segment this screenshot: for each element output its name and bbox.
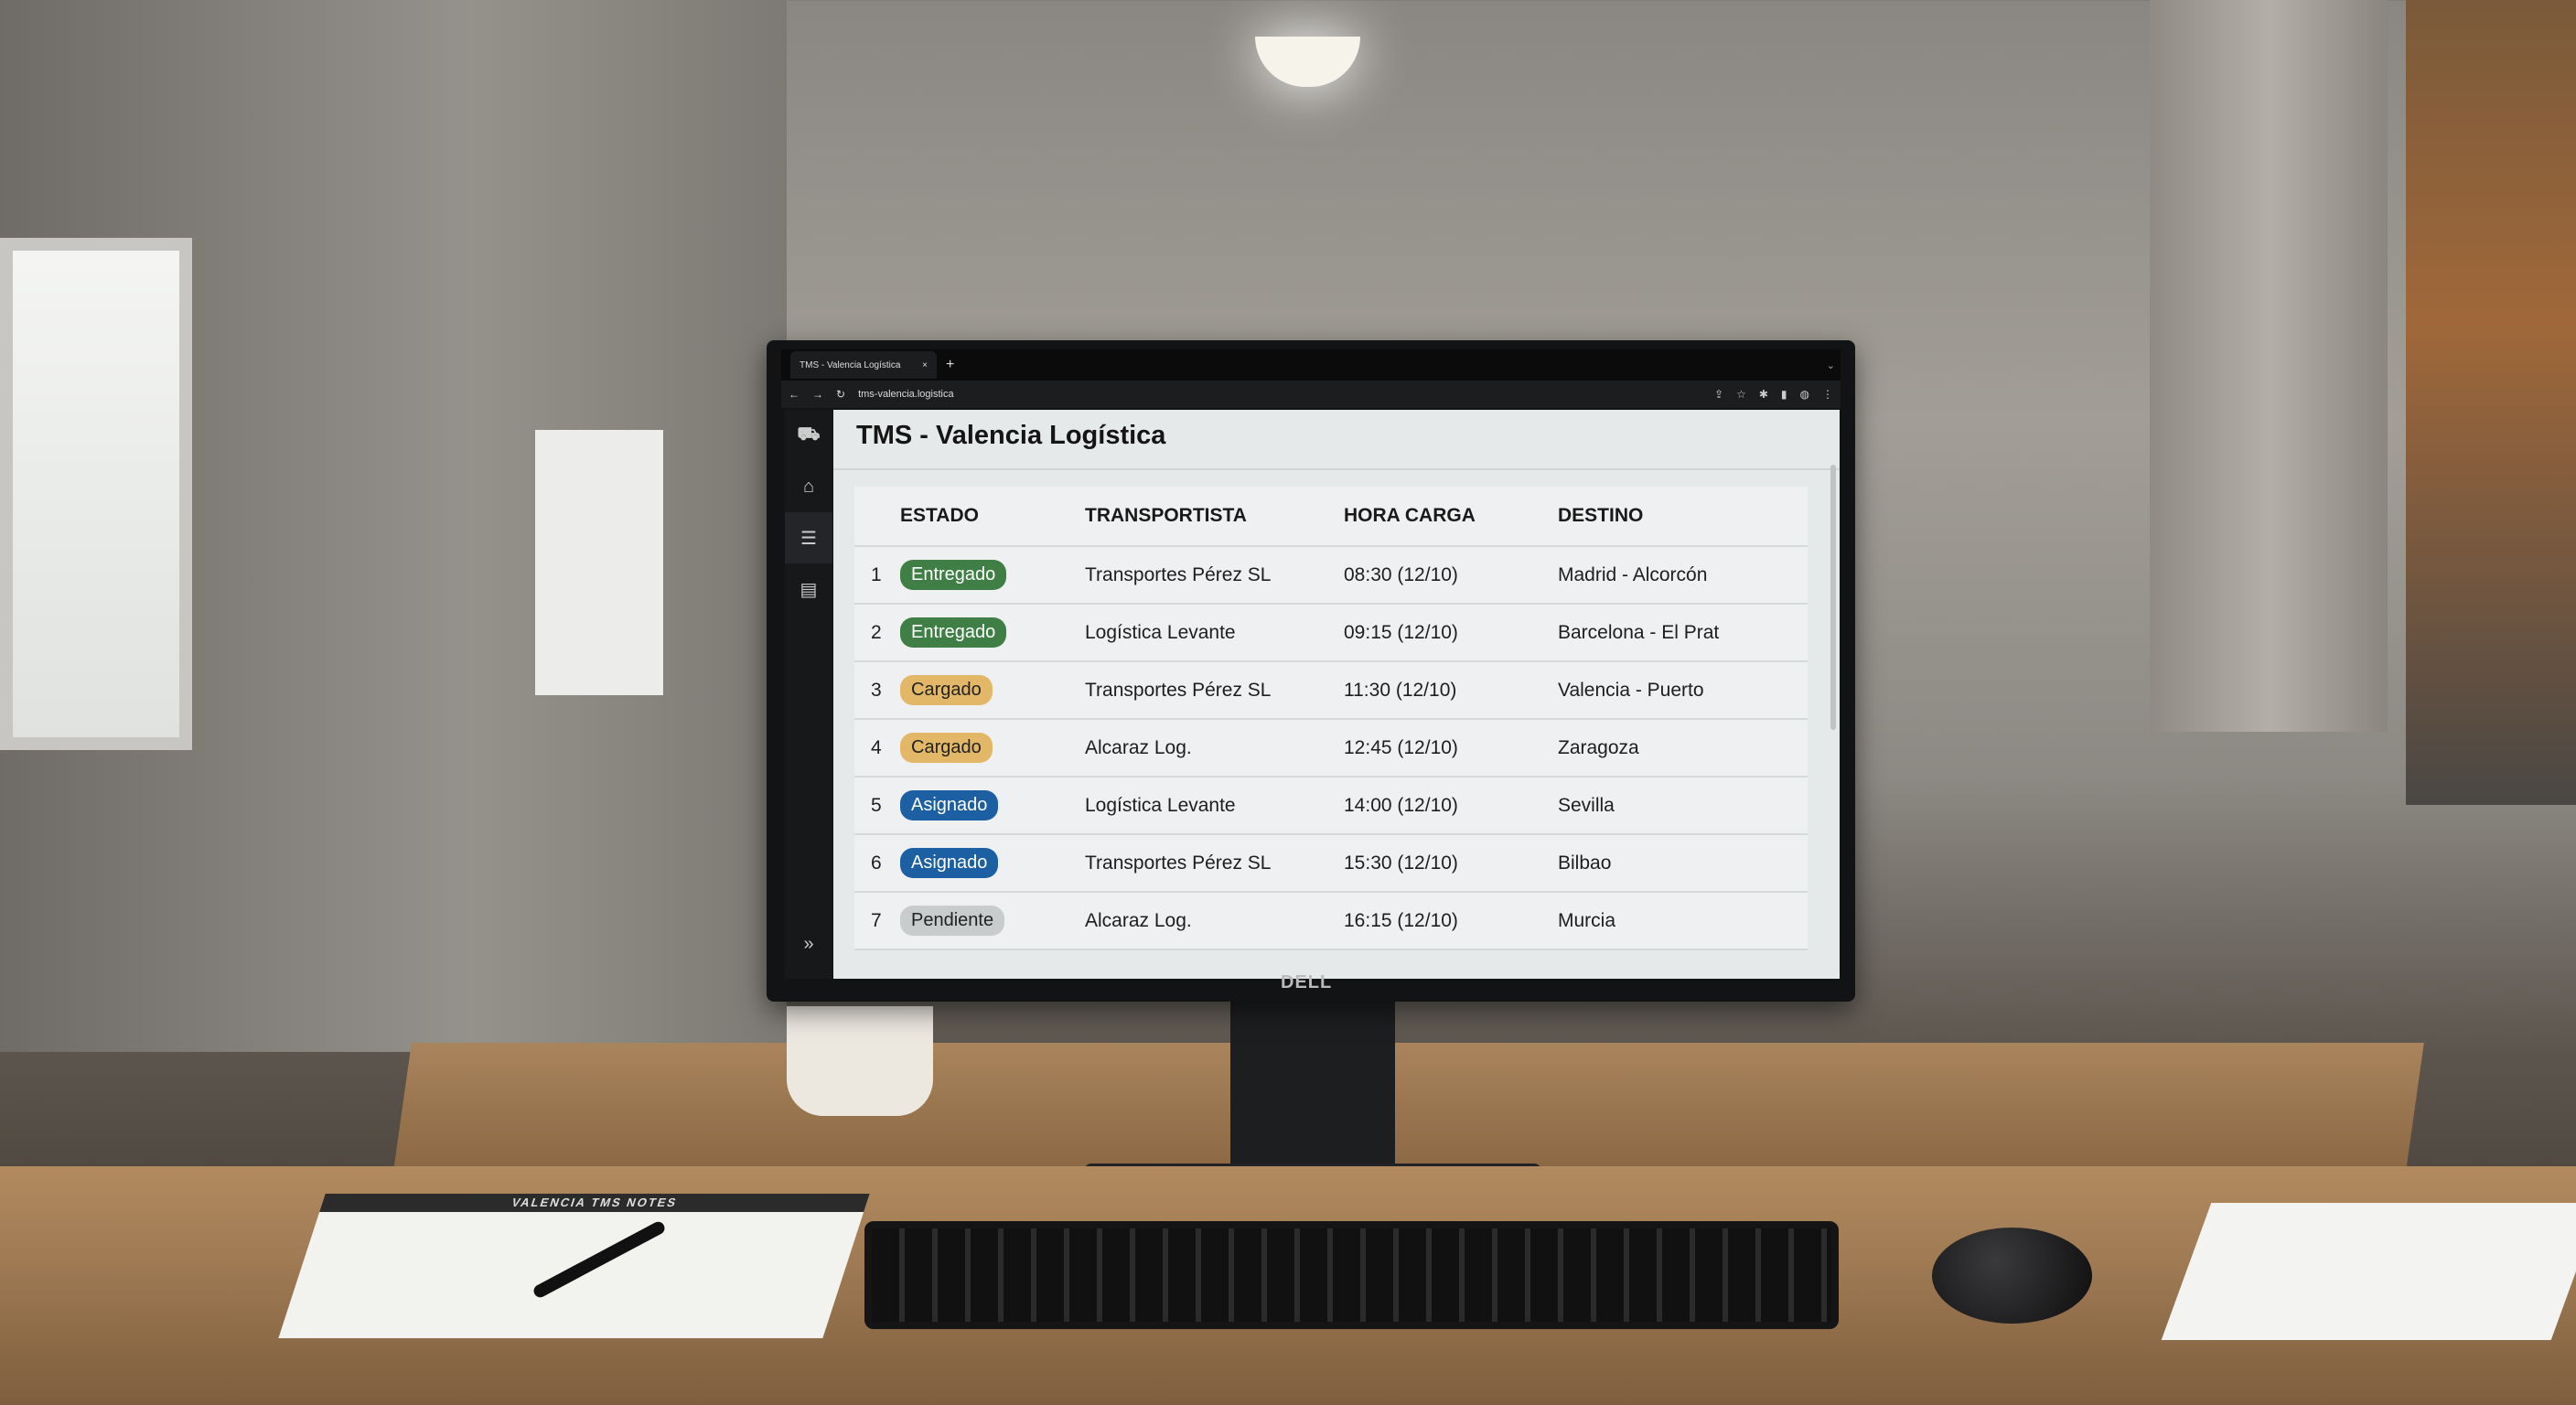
table-row[interactable]: 3 Cargado Transportes Pérez SL 11:30 (12… — [854, 662, 1808, 720]
coffee-mug — [787, 1006, 933, 1116]
warehouse-shelf — [2406, 0, 2576, 805]
table-row[interactable]: 2 Entregado Logística Levante 09:15 (12/… — [854, 605, 1808, 662]
app-sidebar: ⛟ ⌂ ☰ ▤ » — [785, 410, 832, 979]
warehouse-window — [0, 238, 192, 750]
url-field[interactable]: tms-valencia.logistica — [858, 389, 954, 400]
status-badge: Asignado — [900, 790, 999, 820]
column-header[interactable]: HORA CARGA — [1344, 505, 1476, 526]
status-badge: Entregado — [900, 560, 1007, 590]
destination-cell: Zaragoza — [1558, 736, 1639, 758]
browser-tab-bar: TMS - Valencia Logística × + ⌄ — [781, 349, 1841, 381]
table-row[interactable]: 5 Asignado Logística Levante 14:00 (12/1… — [854, 778, 1808, 835]
load-time-cell: 08:30 (12/10) — [1344, 563, 1458, 585]
column-header[interactable]: TRANSPORTISTA — [1085, 505, 1247, 526]
table-row[interactable]: 7 Pendiente Alcaraz Log. 16:15 (12/10) M… — [854, 893, 1808, 950]
browser-tab[interactable]: TMS - Valencia Logística × — [790, 351, 937, 379]
load-time-cell: 15:30 (12/10) — [1344, 852, 1458, 874]
load-time-cell: 09:15 (12/10) — [1344, 621, 1458, 643]
destination-cell: Sevilla — [1558, 794, 1615, 816]
close-icon[interactable]: × — [922, 359, 928, 370]
warehouse-window — [535, 430, 663, 695]
row-number: 1 — [871, 563, 882, 585]
carrier-cell: Alcaraz Log. — [1085, 736, 1192, 758]
dell-logo: DELL — [1281, 972, 1333, 992]
logo-icon: ⛟ — [797, 424, 821, 445]
load-time-cell: 11:30 (12/10) — [1344, 679, 1457, 701]
table-row[interactable]: 4 Cargado Alcaraz Log. 12:45 (12/10) Zar… — [854, 720, 1808, 778]
new-tab-icon[interactable]: + — [946, 357, 955, 372]
table-row[interactable]: 6 Asignado Transportes Pérez SL 15:30 (1… — [854, 835, 1808, 893]
double-chevron-right-icon[interactable]: » — [803, 933, 814, 954]
ceiling-lamp — [1255, 37, 1360, 87]
carrier-cell: Logística Levante — [1085, 794, 1236, 816]
row-number: 7 — [871, 909, 882, 931]
row-number: 6 — [871, 852, 882, 874]
page-title: TMS - Valencia Logística — [856, 421, 1166, 450]
shipments-table: ESTADO TRANSPORTISTA HORA CARGA DESTINO … — [854, 487, 1808, 950]
forward-icon[interactable]: → — [812, 388, 823, 401]
row-number: 4 — [871, 736, 882, 758]
back-icon[interactable]: ← — [789, 388, 800, 401]
share-icon[interactable]: ⇪ — [1714, 388, 1724, 401]
destination-cell: Madrid - Alcorcón — [1558, 563, 1708, 585]
app-content: TMS - Valencia Logística ESTADO TRANSPOR… — [833, 410, 1840, 979]
star-icon[interactable]: ☆ — [1736, 388, 1746, 401]
row-number: 3 — [871, 679, 882, 701]
carrier-cell: Logística Levante — [1085, 621, 1236, 643]
chevron-down-icon[interactable]: ⌄ — [1826, 359, 1835, 371]
home-icon[interactable]: ⌂ — [802, 476, 815, 497]
calendar-icon[interactable]: ▤ — [800, 579, 818, 600]
row-number: 5 — [871, 794, 882, 816]
address-bar: ← → ↻ tms-valencia.logistica ⇪ ☆ ✱ ▮ ◍ ⋮ — [781, 381, 1841, 408]
monitor: TMS - Valencia Logística × + ⌄ ← → ↻ tms-… — [767, 340, 1855, 1002]
mouse — [1932, 1228, 2092, 1324]
load-time-cell: 12:45 (12/10) — [1344, 736, 1458, 758]
destination-cell: Bilbao — [1558, 852, 1612, 874]
list-icon[interactable]: ☰ — [785, 512, 832, 563]
column-header[interactable]: ESTADO — [900, 505, 979, 526]
destination-cell: Valencia - Puerto — [1558, 679, 1704, 701]
row-number: 2 — [871, 621, 882, 643]
menu-icon[interactable]: ⋮ — [1822, 388, 1833, 401]
tab-title: TMS - Valencia Logística — [800, 359, 901, 370]
destination-cell: Barcelona - El Prat — [1558, 621, 1720, 643]
load-time-cell: 14:00 (12/10) — [1344, 794, 1458, 816]
status-badge: Asignado — [900, 848, 999, 878]
extensions-icon[interactable]: ✱ — [1758, 388, 1768, 401]
notebook-label: VALENCIA TMS NOTES — [510, 1196, 680, 1209]
status-badge: Cargado — [900, 675, 993, 705]
back-desk — [393, 1043, 2424, 1171]
destination-cell: Murcia — [1558, 909, 1616, 931]
monitor-stand — [1230, 1002, 1395, 1185]
load-time-cell: 16:15 (12/10) — [1344, 909, 1458, 931]
divider — [833, 468, 1840, 470]
carrier-cell: Transportes Pérez SL — [1085, 563, 1272, 585]
carrier-cell: Alcaraz Log. — [1085, 909, 1192, 931]
status-badge: Entregado — [900, 617, 1007, 648]
keyboard — [864, 1221, 1839, 1329]
table-row[interactable]: 1 Entregado Transportes Pérez SL 08:30 (… — [854, 547, 1808, 605]
reload-icon[interactable]: ↻ — [836, 388, 846, 401]
scrollbar[interactable] — [1830, 465, 1836, 730]
status-badge: Pendiente — [900, 906, 1005, 936]
profile-icon[interactable]: ◍ — [1799, 388, 1809, 401]
sidepanel-icon[interactable]: ▮ — [1780, 388, 1787, 401]
status-badge: Cargado — [900, 733, 993, 763]
carrier-cell: Transportes Pérez SL — [1085, 852, 1272, 874]
table-header: ESTADO TRANSPORTISTA HORA CARGA DESTINO — [854, 487, 1808, 547]
carrier-cell: Transportes Pérez SL — [1085, 679, 1272, 701]
papers — [2161, 1203, 2576, 1340]
concrete-pillar — [2150, 0, 2388, 732]
column-header[interactable]: DESTINO — [1558, 505, 1644, 526]
